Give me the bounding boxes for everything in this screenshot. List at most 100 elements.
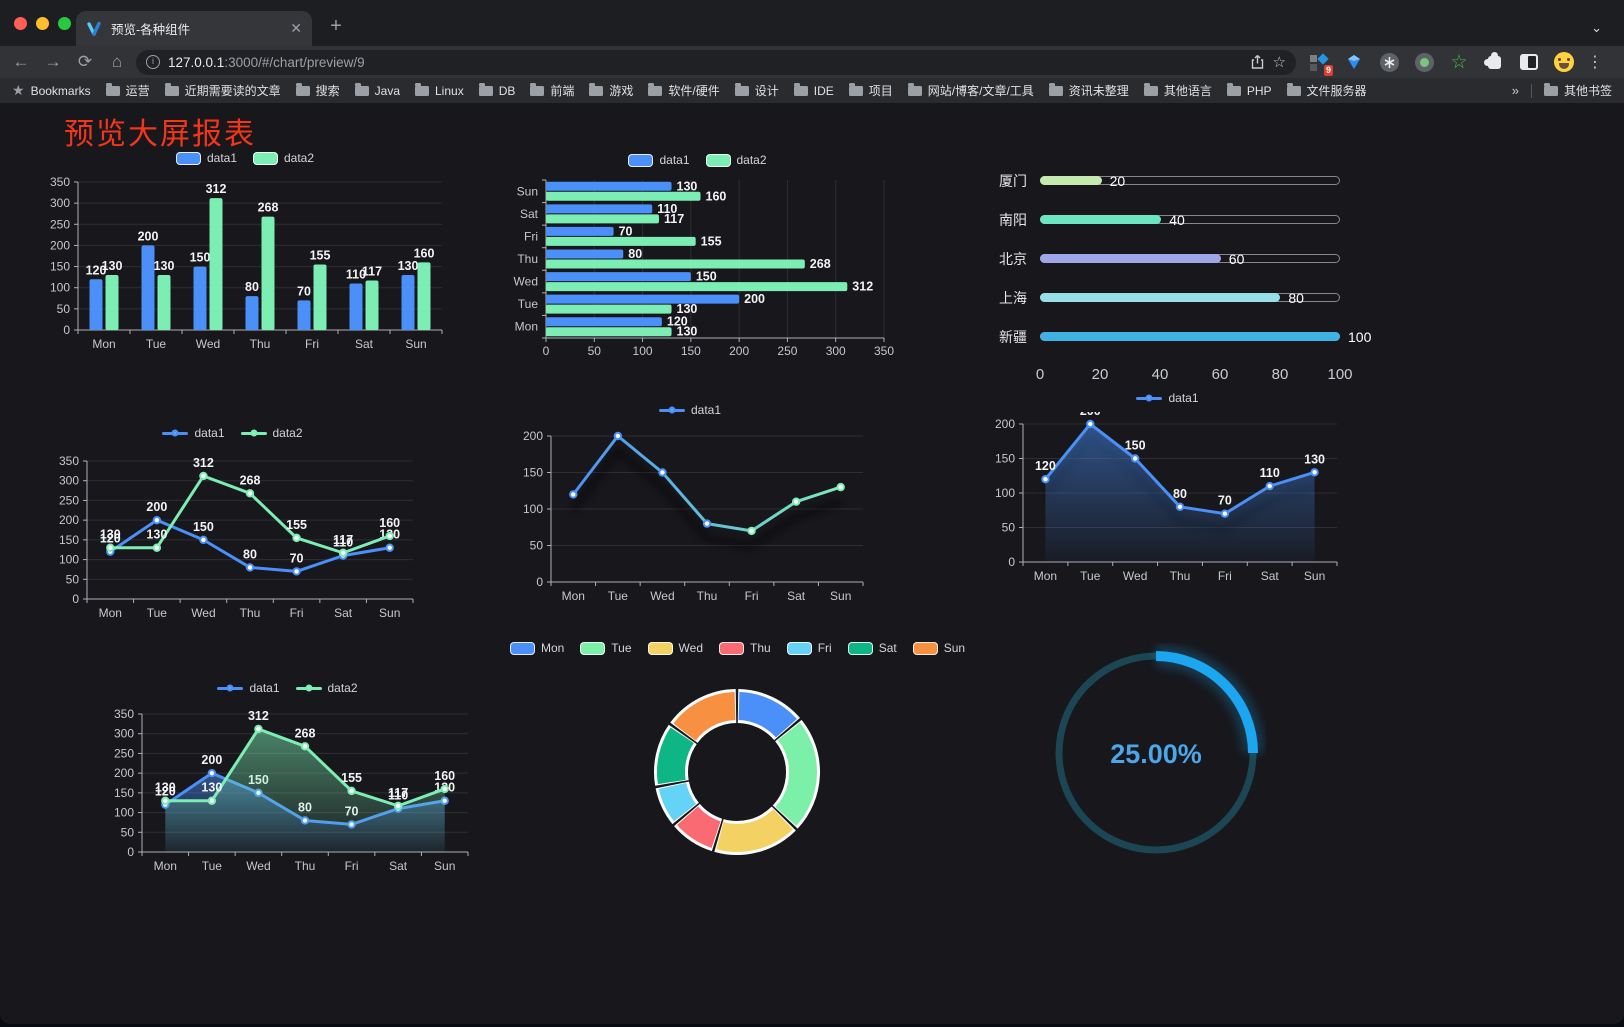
bar <box>546 259 805 269</box>
bookmarks-label: Bookmarks <box>30 83 91 98</box>
bookmark-item[interactable]: 项目 <box>848 82 893 99</box>
browser-tab[interactable]: 预览-各种组件 ✕ <box>76 11 312 46</box>
legend-swatch <box>705 153 731 167</box>
svg-text:Fri: Fri <box>345 859 359 873</box>
forward-button[interactable]: → <box>44 52 62 71</box>
svg-text:100: 100 <box>633 344 653 358</box>
bookmark-label: 前端 <box>550 84 575 98</box>
extension-star-icon[interactable]: ☆ <box>1450 51 1468 73</box>
window-close-button[interactable] <box>14 17 27 30</box>
legend-item[interactable]: data1 <box>217 681 280 695</box>
legend-item[interactable]: Thu <box>719 641 771 655</box>
legend-item[interactable]: Tue <box>580 641 632 655</box>
legend-item[interactable]: data2 <box>295 681 358 695</box>
legend-item[interactable]: data1 <box>1136 391 1199 405</box>
svg-text:0: 0 <box>536 575 543 589</box>
extensions-puzzle-icon[interactable] <box>1483 51 1505 73</box>
bar <box>546 181 672 191</box>
bookmark-item[interactable]: 设计 <box>734 82 779 99</box>
new-tab-button[interactable]: + <box>330 15 342 37</box>
dashboard-page: 预览大屏报表 data1 data2 0 50 100 150 200 250 300 350 Mo… <box>0 103 1624 1024</box>
bookmark-item[interactable]: Linux <box>415 82 464 99</box>
data-point <box>440 784 449 794</box>
reload-button[interactable]: ⟳ <box>77 52 93 71</box>
bar <box>546 204 653 214</box>
extension-asterisk-icon[interactable] <box>1378 51 1400 73</box>
bookmark-item[interactable]: 软件/硬件 <box>648 82 720 99</box>
bookmark-item[interactable]: 网站/博客/文章/工具 <box>907 82 1034 99</box>
bookmark-item[interactable]: IDE <box>793 82 834 99</box>
extension-grid-icon[interactable]: 9 <box>1308 51 1333 76</box>
legend-item[interactable]: data1 <box>162 426 225 440</box>
tab-close-icon[interactable]: ✕ <box>290 20 302 36</box>
svg-text:Thu: Thu <box>295 859 316 873</box>
svg-text:Thu: Thu <box>517 252 538 266</box>
legend-item[interactable]: Sun <box>912 641 965 655</box>
svg-text:110: 110 <box>1260 466 1280 480</box>
svg-text:Sat: Sat <box>520 207 539 221</box>
star-icon: ★ <box>12 82 25 98</box>
bookmark-item[interactable]: 前端 <box>530 82 574 99</box>
data-point <box>245 563 255 572</box>
browser-menu-button[interactable]: ⋮ <box>1587 54 1603 71</box>
extension-green-dot-icon[interactable] <box>1413 51 1435 73</box>
svg-text:200: 200 <box>995 417 1015 431</box>
bookmark-item[interactable]: DB <box>478 82 515 99</box>
legend-label: Thu <box>750 641 771 655</box>
bar <box>313 264 327 330</box>
bookmark-item[interactable]: 资讯未整理 <box>1048 82 1129 99</box>
pie-slice <box>775 722 817 826</box>
home-button[interactable]: ⌂ <box>111 52 123 71</box>
extension-gem-icon[interactable] <box>1343 51 1365 73</box>
svg-text:110: 110 <box>657 202 677 216</box>
legend-item[interactable]: data1 <box>628 153 690 167</box>
legend-item[interactable]: data2 <box>253 151 314 165</box>
legend-item[interactable]: Mon <box>509 641 564 655</box>
window-maximize-button[interactable] <box>58 17 71 30</box>
extension-badge: 9 <box>1323 65 1333 76</box>
bookmark-item[interactable]: 运营 <box>105 82 150 99</box>
extensions-area: 9 ☆ <box>1308 51 1575 76</box>
legend-item[interactable]: Fri <box>786 641 832 655</box>
bookmark-item[interactable]: PHP <box>1226 82 1272 99</box>
bookmarks-overflow-chevron[interactable]: » <box>1511 83 1519 98</box>
bookmarks-manager[interactable]: ★ Bookmarks <box>12 82 91 99</box>
bookmark-item[interactable]: 文件服务器 <box>1286 82 1367 99</box>
other-bookmarks-folder[interactable]: 其他书签 <box>1543 82 1612 99</box>
progress-fill <box>1040 293 1281 302</box>
window-minimize-button[interactable] <box>36 17 49 30</box>
side-panel-icon[interactable] <box>1518 51 1540 73</box>
legend-swatch <box>628 153 654 167</box>
progress-track: 40 <box>1040 212 1340 228</box>
back-button[interactable]: ← <box>12 52 30 71</box>
progress-label: 北京 <box>999 250 1027 267</box>
svg-text:250: 250 <box>59 493 79 507</box>
bookmark-item[interactable]: 搜索 <box>295 82 340 99</box>
browser-toolbar: ← → ⟳ ⌂ i 127.0.0.1:3000/#/chart/preview… <box>0 46 1624 78</box>
data-point <box>385 531 394 541</box>
bookmark-star-icon[interactable]: ☆ <box>1272 54 1286 71</box>
legend-item[interactable]: Sat <box>847 641 897 655</box>
site-info-icon[interactable]: i <box>146 55 160 69</box>
legend-item[interactable]: Wed <box>647 641 703 655</box>
bar <box>157 275 171 330</box>
legend-item[interactable]: data2 <box>240 426 303 440</box>
share-icon[interactable] <box>1250 54 1265 70</box>
bookmark-item[interactable]: Java <box>354 82 400 99</box>
legend-swatch <box>786 641 812 655</box>
svg-text:160: 160 <box>706 189 727 203</box>
bookmark-item[interactable]: 其他语言 <box>1143 82 1212 99</box>
bar <box>297 300 311 330</box>
svg-text:Wed: Wed <box>650 589 674 603</box>
folder-icon <box>354 83 369 96</box>
address-bar[interactable]: i 127.0.0.1:3000/#/chart/preview/9 ☆ <box>136 49 1296 75</box>
horizontal-bar-chart: data1 data2 0 50 100 150 200 250 300 350 Mon 120 130… <box>500 150 895 372</box>
legend-item[interactable]: data2 <box>705 153 767 167</box>
bookmark-item[interactable]: 近期需要读的文章 <box>164 82 281 99</box>
tab-search-chevron-icon[interactable]: ⌄ <box>1591 20 1602 35</box>
legend-item[interactable]: data1 <box>175 151 237 165</box>
emoji-extension-icon[interactable] <box>1553 51 1575 73</box>
svg-text:200: 200 <box>114 766 134 780</box>
bookmark-item[interactable]: 游戏 <box>589 82 633 99</box>
legend-item[interactable]: data1 <box>658 403 721 417</box>
